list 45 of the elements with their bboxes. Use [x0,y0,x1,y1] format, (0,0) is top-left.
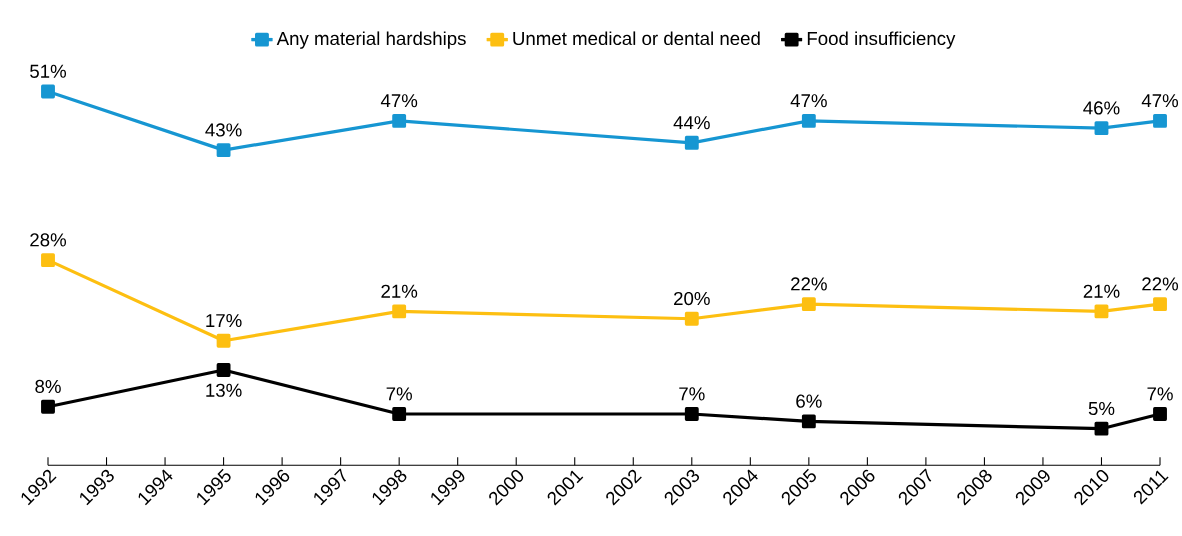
legend-label: Food insufficiency [807,31,956,49]
data-label: 51% [30,64,67,78]
point [801,414,816,429]
point [216,363,231,377]
data-label: 46% [1083,101,1120,115]
point [1153,407,1167,421]
data-label: 8% [35,379,61,394]
point [41,253,55,268]
data-label: 17% [206,314,242,328]
legend-label: Any material hardships [276,31,466,49]
data-label: 6% [796,394,822,408]
point [392,407,407,421]
data-label: 44% [673,116,710,130]
point [684,311,699,326]
data-label: 20% [674,291,710,306]
point [41,399,55,414]
data-label: 5% [1088,401,1115,416]
data-label: 7% [679,387,705,401]
point [41,84,55,99]
point [1094,121,1109,136]
point [216,333,231,348]
data-label: 43% [205,123,242,137]
data-label: 21% [1083,284,1120,298]
point [801,297,816,311]
point [801,113,816,128]
point [1153,297,1167,311]
point [1094,304,1109,319]
data-label: 22% [791,277,827,291]
data-label: 7% [1147,387,1173,401]
data-label: 7% [386,387,412,401]
point [1094,421,1109,436]
point [684,135,699,150]
point [216,143,231,158]
legend-label: Unmet medical or dental need [513,31,760,46]
data-label: 22% [1142,277,1179,291]
data-label: 47% [380,94,418,108]
point [684,407,699,421]
data-label: 13% [206,383,242,397]
point [392,113,407,128]
data-label: 28% [30,233,67,247]
data-label: 21% [381,284,418,298]
point [392,304,407,319]
point [1153,113,1167,128]
data-label: 47% [1141,94,1179,108]
data-label: 47% [790,94,827,108]
